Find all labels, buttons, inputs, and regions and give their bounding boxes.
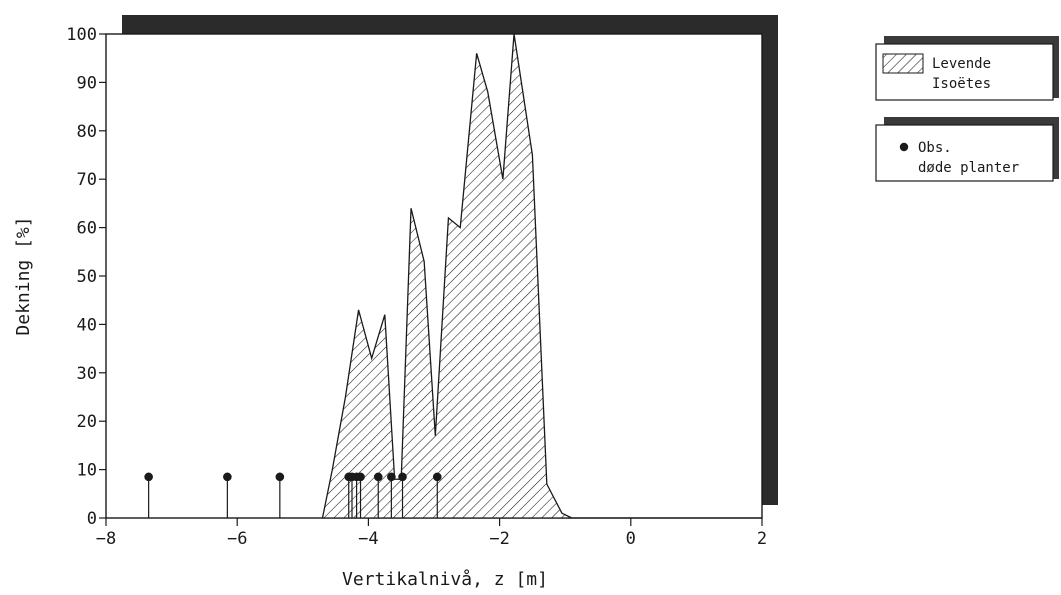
x-tick-label: −2 <box>489 529 509 549</box>
y-tick-label: 90 <box>77 73 97 93</box>
data-point <box>398 472 407 482</box>
y-tick-label: 100 <box>66 25 97 45</box>
legend-shadow <box>884 36 1059 46</box>
legend-label-line1: Levende <box>932 56 991 72</box>
y-tick-label: 50 <box>77 267 97 287</box>
y-tick-label: 80 <box>77 122 97 142</box>
y-tick-label: 70 <box>77 170 97 190</box>
y-tick-label: 0 <box>87 509 97 529</box>
legend-item-levende: Levende Isoëtes <box>875 36 1059 101</box>
legend-label-line2: døde planter <box>918 160 1019 176</box>
legend-label-line1: Obs. <box>918 140 952 156</box>
area-levende-isoetes <box>321 33 573 519</box>
legend-item-obs: Obs. døde planter <box>875 117 1059 182</box>
legend-label-line2: Isoëtes <box>932 76 991 92</box>
data-point <box>373 472 383 482</box>
y-tick-label: 30 <box>77 364 97 384</box>
x-axis-title: Vertikalnivå, z [m] <box>342 569 548 590</box>
y-tick-label: 60 <box>77 219 97 239</box>
frame-shadow-top <box>122 15 778 35</box>
x-tick-label: −6 <box>227 529 247 549</box>
legend-shadow-side <box>1053 117 1059 179</box>
y-tick-label: 40 <box>77 315 97 335</box>
y-tick-label: 10 <box>77 461 97 481</box>
data-point <box>275 472 285 482</box>
x-tick-label: 0 <box>626 529 636 549</box>
data-point <box>432 472 442 482</box>
legend-shadow <box>884 117 1059 127</box>
plot-marks <box>144 33 762 519</box>
x-tick-label: 2 <box>757 529 767 549</box>
x-tick-label: −4 <box>358 529 378 549</box>
data-point <box>387 472 396 482</box>
frame-shadow-right <box>762 15 778 505</box>
data-point <box>223 472 232 482</box>
y-tick-label: 20 <box>77 412 97 432</box>
y-axis-title: Dekning [%] <box>13 216 34 335</box>
data-point <box>356 472 365 482</box>
dot-marker-icon <box>899 142 909 152</box>
hatch-swatch-icon <box>882 53 924 74</box>
legend-box <box>875 124 1054 182</box>
legend-shadow-side <box>1053 36 1059 98</box>
x-tick-label: −8 <box>96 529 116 549</box>
data-point <box>144 472 153 482</box>
axes: 0 10 20 30 40 50 60 70 80 90 100 −8 −6 −4 −2 0 2 <box>66 25 767 549</box>
